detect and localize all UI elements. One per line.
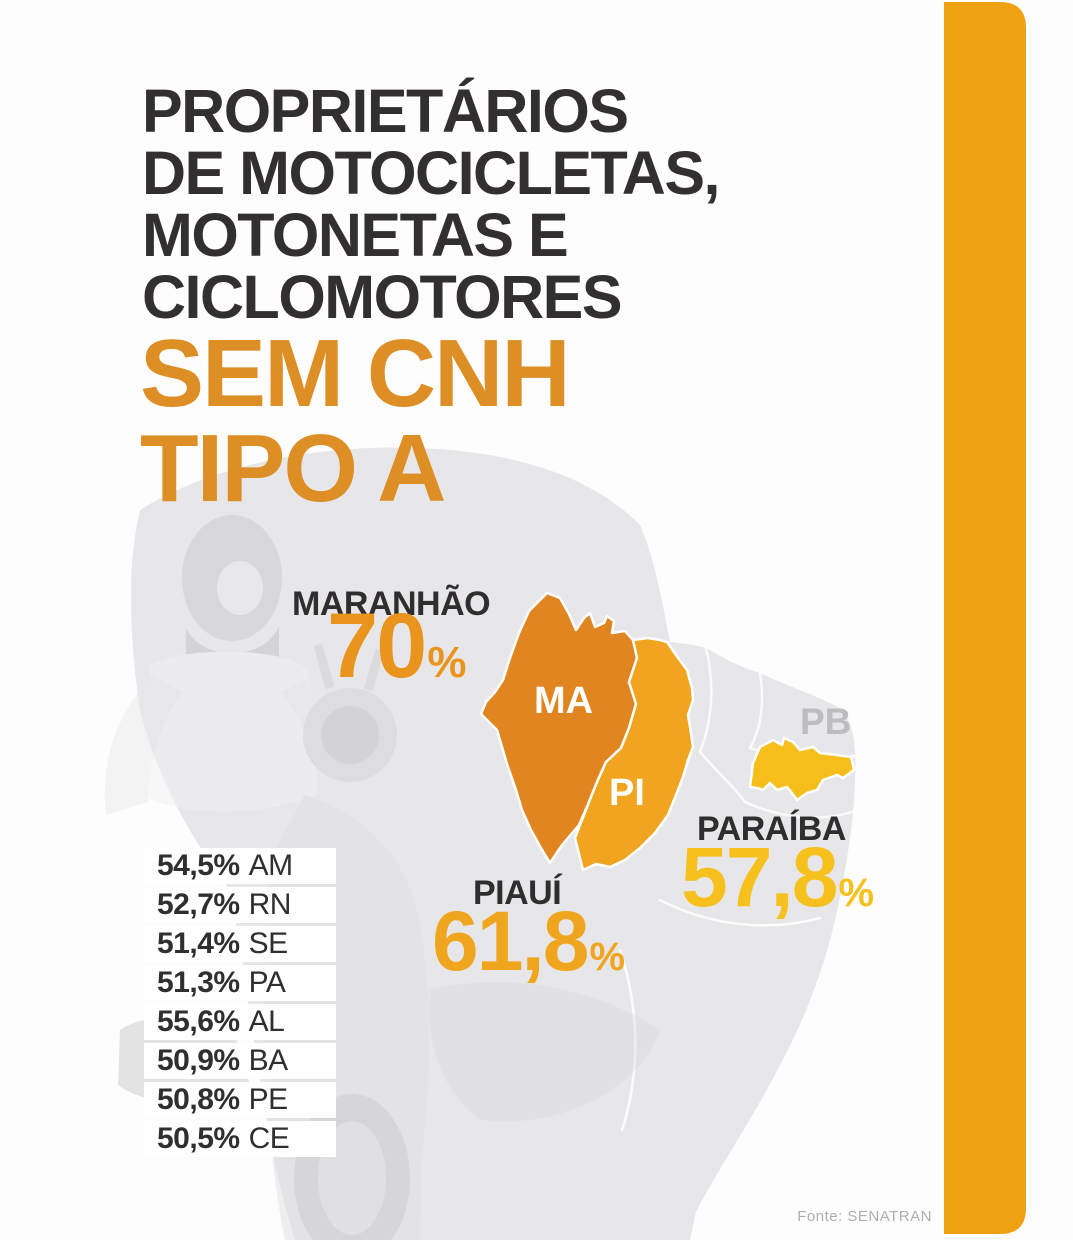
state-code: PE (248, 1083, 289, 1116)
page-title: PROPRIETÁRIOS DE MOTOCICLETAS, MOTONETAS… (142, 77, 720, 331)
title-highlight: SEM CNH TIPO A (140, 320, 571, 522)
right-accent-bar (944, 2, 1026, 1234)
callout-piaui-number: 61,8 (432, 894, 589, 988)
title-line: CICLOMOTORES (142, 263, 623, 331)
callout-paraiba-number: 57,8 (681, 830, 838, 924)
state-value: 50,5% (157, 1122, 240, 1155)
state-shape-pb (748, 736, 856, 802)
state-code: AM (248, 849, 294, 882)
title-highlight-line: TIPO A (140, 415, 446, 522)
state-row: 51,3% PA (144, 965, 336, 1001)
callout-paraiba-value: 57,8% (681, 835, 874, 919)
percent-sign: % (838, 871, 875, 915)
callout-maranhao-number: 70 (327, 595, 427, 697)
state-row: 55,6% AL (144, 1004, 336, 1040)
state-value: 52,7% (157, 888, 240, 921)
map-code-pi: PI (609, 772, 645, 814)
state-value: 55,6% (157, 1005, 240, 1038)
state-code: BA (248, 1044, 289, 1077)
state-code: RN (248, 888, 292, 921)
title-line: MOTONETAS E (142, 201, 569, 269)
map-code-pb: PB (800, 701, 852, 742)
state-value: 54,5% (157, 849, 240, 882)
callout-maranhao-value: 70% (327, 600, 466, 692)
map-code-ma: MA (534, 680, 594, 722)
state-row: 51,4% SE (144, 926, 336, 962)
source-note: Fonte: SENATRAN (797, 1208, 932, 1225)
state-row: 50,8% PE (144, 1082, 336, 1118)
callout-piaui-name: PIAUÍ (473, 874, 562, 912)
title-line: DE MOTOCICLETAS, (142, 139, 720, 207)
state-code: PA (248, 966, 286, 999)
state-row: 54,5% AM (144, 848, 336, 884)
state-value: 50,8% (157, 1083, 240, 1116)
state-row: 50,5% CE (144, 1121, 336, 1157)
title-line: PROPRIETÁRIOS (142, 77, 629, 145)
state-value: 51,3% (157, 966, 240, 999)
state-code: SE (248, 927, 289, 960)
state-list: 54,5% AM 52,7% RN 51,4% SE 51,3% PA 55,6… (144, 848, 336, 1160)
title-highlight-line: SEM CNH (140, 320, 571, 427)
state-row: 52,7% RN (144, 887, 336, 923)
state-row: 50,9% BA (144, 1043, 336, 1079)
state-value: 51,4% (157, 927, 240, 960)
state-code: CE (248, 1122, 290, 1155)
state-value: 50,9% (157, 1044, 240, 1077)
percent-sign: % (427, 638, 467, 687)
percent-sign: % (589, 935, 626, 979)
callout-maranhao-name: MARANHÃO (292, 585, 491, 623)
state-shape-pi (573, 636, 695, 872)
state-code: AL (248, 1005, 285, 1038)
callout-piaui-value: 61,8% (432, 899, 625, 983)
callout-paraiba-name: PARAÍBA (697, 810, 846, 848)
